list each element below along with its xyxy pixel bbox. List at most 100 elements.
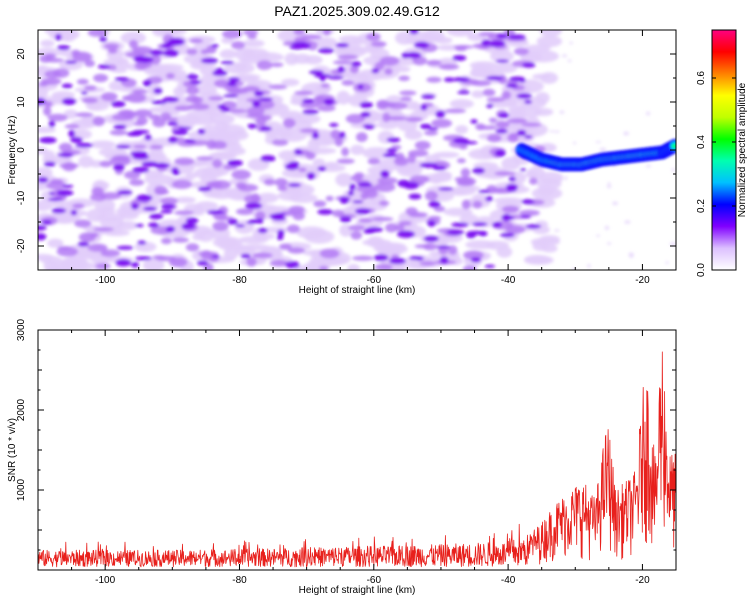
noise-patch-strong [116, 245, 134, 250]
snr-y-tick-label: 3000 [16, 318, 27, 341]
noise-patch-light [278, 150, 298, 161]
noise-patch-strong [43, 161, 56, 167]
noise-patch-light [281, 78, 300, 87]
noise-patch-medium [409, 175, 430, 184]
signal-core [671, 143, 676, 149]
noise-patch-medium [212, 158, 223, 168]
noise-patch-light [144, 173, 174, 186]
noise-patch-light [303, 55, 323, 65]
noise-patch-light [174, 196, 196, 204]
noise-patch-strong [75, 142, 94, 148]
noise-patch-strong [505, 83, 519, 88]
noise-speck [567, 59, 572, 63]
noise-patch-strong [351, 61, 362, 67]
noise-patch-strong [472, 167, 485, 174]
noise-patch-medium [294, 90, 314, 96]
noise-patch-medium [252, 252, 273, 259]
noise-patch-light [377, 242, 406, 250]
noise-speck [569, 41, 573, 45]
noise-patch-strong [496, 33, 508, 39]
spectrogram-x-tick-label: -100 [95, 275, 115, 286]
noise-patch-light [242, 39, 265, 48]
noise-patch-light [98, 147, 128, 157]
noise-patch-strong [338, 131, 346, 139]
noise-patch-medium [152, 117, 167, 128]
noise-patch-strong [161, 43, 172, 49]
noise-patch-medium [277, 185, 288, 192]
noise-patch-medium [332, 60, 353, 65]
noise-patch-light [314, 37, 338, 49]
noise-patch-strong [189, 80, 202, 85]
noise-patch-medium [92, 116, 106, 127]
noise-patch-strong [186, 74, 199, 80]
noise-patch-light [197, 229, 215, 242]
noise-patch-strong [197, 186, 212, 192]
noise-speck [549, 130, 555, 133]
noise-patch-medium [160, 197, 179, 205]
noise-patch-strong [405, 51, 422, 59]
noise-patch-medium [370, 41, 387, 47]
noise-patch-light [76, 250, 95, 258]
noise-patch-strong [211, 44, 219, 48]
noise-patch-strong [47, 197, 63, 202]
noise-patch-light [47, 238, 64, 248]
noise-patch-strong [327, 75, 344, 80]
noise-patch-strong [130, 132, 143, 136]
colorbar-ticks: 0.0 0.2 0.4 0.6 [696, 71, 736, 277]
noise-patch-strong [228, 77, 241, 82]
noise-speck [604, 225, 610, 230]
noise-patch-strong [240, 253, 251, 259]
noise-speck [606, 185, 612, 189]
noise-patch-strong [409, 30, 419, 35]
noise-patch-medium [501, 205, 520, 213]
noise-patch-light [163, 162, 195, 175]
noise-patch-strong [329, 123, 339, 127]
noise-patch-light [540, 72, 558, 84]
noise-patch-strong [386, 137, 401, 143]
noise-patch-light [51, 90, 75, 100]
noise-patch-strong [48, 120, 56, 128]
noise-speck [665, 261, 669, 264]
noise-patch-strong [48, 191, 55, 196]
noise-speck [623, 131, 630, 136]
noise-patch-medium [322, 30, 331, 36]
figure-title: PAZ1.2025.309.02.49.G12 [274, 3, 440, 19]
spectrogram-x-tick-label: -60 [367, 275, 382, 286]
noise-patch-strong [183, 139, 196, 143]
noise-patch-strong [215, 67, 224, 72]
noise-patch-strong [415, 256, 424, 261]
noise-patch-light [455, 125, 468, 134]
snr-x-axis-label: Height of straight line (km) [299, 585, 416, 596]
noise-patch-medium [124, 170, 141, 180]
noise-patch-medium [134, 109, 153, 118]
noise-patch-medium [206, 181, 223, 189]
noise-speck [612, 201, 619, 206]
noise-patch-medium [399, 90, 417, 96]
noise-patch-strong [110, 100, 126, 108]
noise-patch-medium [103, 43, 120, 50]
spectrogram-y-axis-label: Frequency (Hz) [7, 116, 18, 185]
noise-patch-strong [276, 235, 284, 241]
snr-y-axis-label: SNR (10 * v/v) [7, 418, 18, 482]
noise-patch-medium [107, 47, 118, 54]
noise-patch-medium [44, 53, 56, 59]
noise-patch-strong [335, 43, 349, 48]
noise-patch-light [58, 58, 84, 71]
noise-patch-strong [130, 151, 148, 157]
noise-patch-medium [424, 190, 438, 201]
noise-patch-medium [313, 200, 327, 208]
noise-patch-medium [109, 129, 128, 136]
noise-patch-light [103, 229, 130, 237]
noise-patch-medium [235, 208, 254, 216]
noise-patch-strong [168, 37, 185, 46]
spectrogram-y-tick-label: 0 [16, 147, 27, 153]
snr-x-tick-label: -40 [501, 575, 516, 586]
noise-patch-strong [494, 149, 506, 157]
noise-patch-medium [83, 85, 97, 91]
noise-patch-light [189, 118, 217, 126]
snr-series [38, 351, 676, 568]
noise-patch-strong [337, 66, 346, 73]
noise-patch-medium [448, 245, 458, 255]
noise-patch-strong [149, 49, 164, 56]
